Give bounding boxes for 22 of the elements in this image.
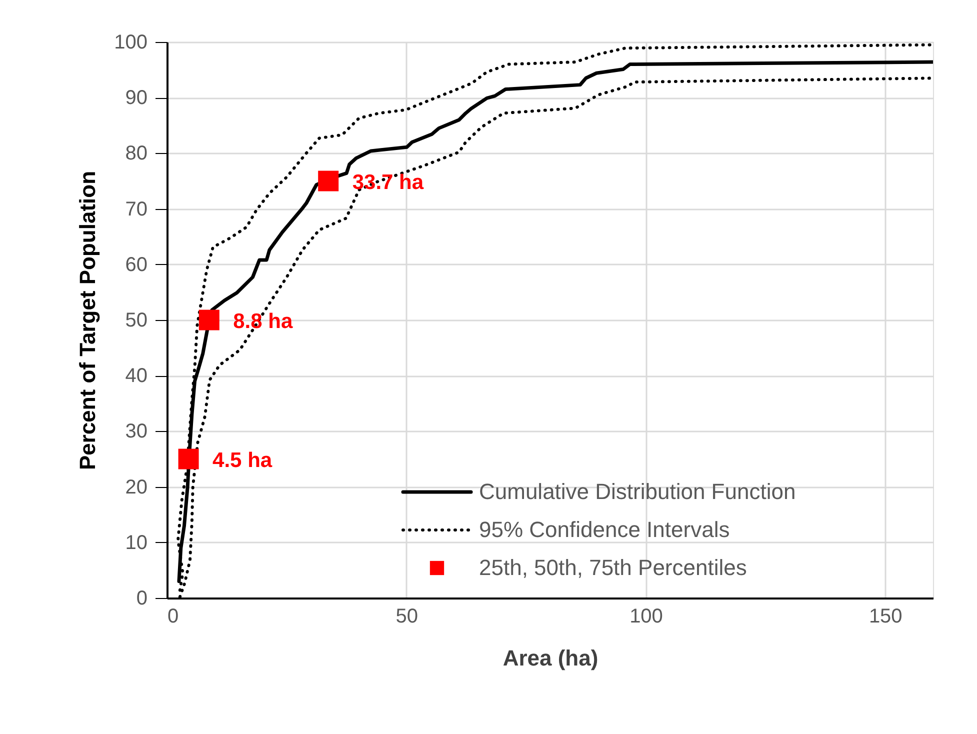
x-tick-label: 150 — [868, 606, 902, 628]
legend-label: Cumulative Distribution Function — [479, 479, 796, 504]
y-axis-title: Percent of Target Population — [75, 170, 100, 470]
y-tick-label: 50 — [125, 310, 148, 332]
legend-label: 25th, 50th, 75th Percentiles — [479, 555, 747, 580]
y-tick-label: 10 — [125, 532, 148, 554]
annotation: 4.5 ha — [212, 449, 272, 472]
y-tick-label: 90 — [125, 87, 148, 110]
y-tick-label: 60 — [125, 254, 148, 276]
y-tick-label: 40 — [125, 365, 148, 388]
y-tick-label: 30 — [125, 420, 148, 443]
x-tick-label: 0 — [168, 606, 179, 628]
x-axis-title: Area (ha) — [502, 646, 598, 670]
x-tick-label: 100 — [630, 606, 663, 628]
y-tick-label: 70 — [125, 198, 148, 220]
y-tick-label: 20 — [125, 476, 148, 498]
legend-label: 95% Confidence Intervals — [479, 517, 730, 542]
x-tick-label: 50 — [396, 606, 418, 628]
y-tick-label: 80 — [125, 142, 148, 165]
y-tick-label: 0 — [136, 588, 148, 610]
annotation: 8.8 ha — [233, 310, 293, 333]
y-tick-label: 100 — [114, 32, 148, 54]
